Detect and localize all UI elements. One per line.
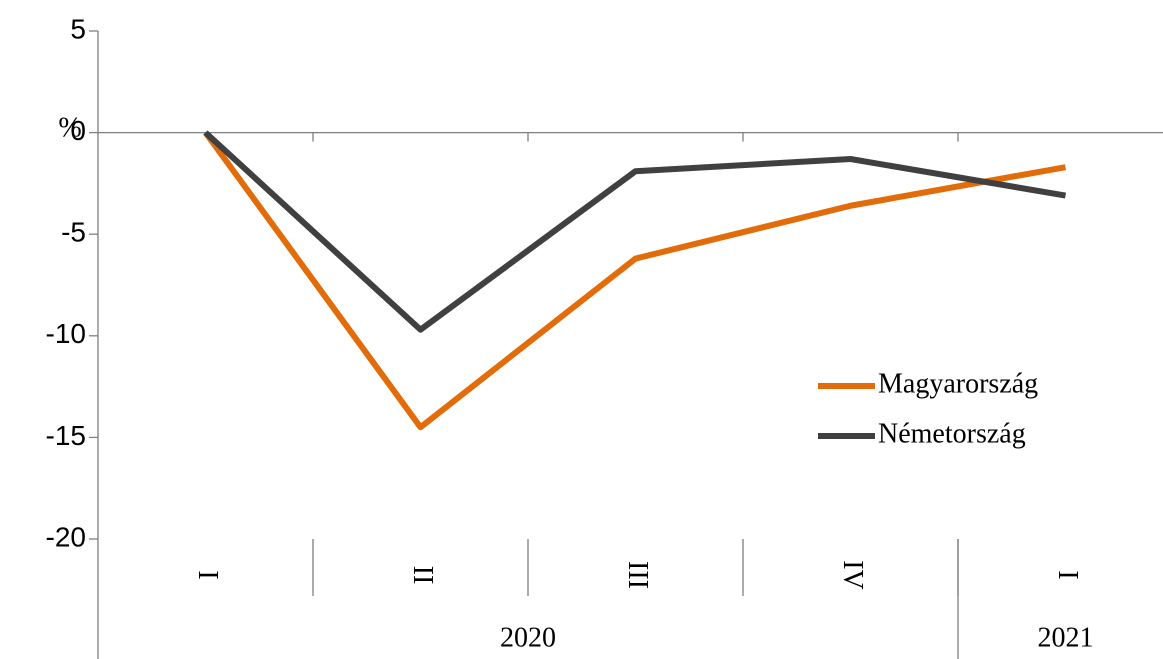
y-tick-label: -10 (46, 318, 86, 349)
y-tick-label: 0 (70, 115, 86, 146)
y-axis-label: % (58, 112, 81, 143)
y-tick-label: -15 (46, 420, 86, 451)
series-line (203, 130, 1067, 333)
group-label: 2020 (500, 622, 556, 653)
x-tick-label: II (407, 566, 438, 585)
y-tick-label: -20 (46, 521, 86, 552)
series-line (203, 130, 1067, 431)
x-tick-label: I (1052, 570, 1083, 579)
y-tick-label: -5 (61, 217, 86, 248)
y-tick-label: 5 (70, 13, 86, 44)
group-label: 2021 (1038, 622, 1094, 653)
x-tick-label: III (622, 561, 653, 589)
x-tick-label: I (192, 570, 223, 579)
legend-label: Németország (878, 418, 1026, 449)
legend-label: Magyarország (878, 368, 1038, 399)
x-tick-label: IV (837, 560, 868, 590)
